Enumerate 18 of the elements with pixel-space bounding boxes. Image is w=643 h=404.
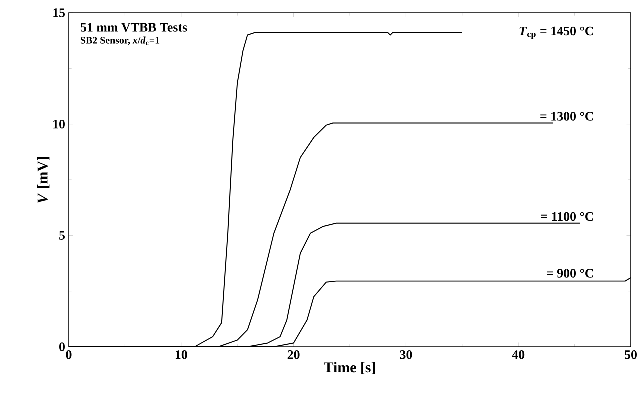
x-tick-label: 0 xyxy=(66,350,72,360)
y-tick-label: 0 xyxy=(60,342,65,352)
text: SB2 Sensor, x/d$_{c}$=1 xyxy=(80,36,160,46)
annotation: = 1300 °C xyxy=(540,112,594,121)
annotation: = 900 °C xyxy=(547,269,594,278)
x-tick-label: 40 xyxy=(512,350,525,360)
text: 51 mm VTBB Tests xyxy=(80,23,188,32)
x-tick-label: 30 xyxy=(400,350,412,360)
x-tick-label: 50 xyxy=(625,350,637,360)
annotation: = 1100 °C xyxy=(541,212,594,222)
y-tick-label: 10 xyxy=(54,120,65,129)
x-tick-label: 10 xyxy=(176,350,188,360)
y-tick-label: 15 xyxy=(54,8,66,18)
annotation: T$_{cp}$ = 1450 °C xyxy=(520,26,594,40)
y-tick-label: 5 xyxy=(60,231,66,240)
y-axis-title: V [mV] xyxy=(37,157,50,204)
x-axis-title: Time [s] xyxy=(324,362,376,374)
x-tick-label: 20 xyxy=(288,350,300,360)
